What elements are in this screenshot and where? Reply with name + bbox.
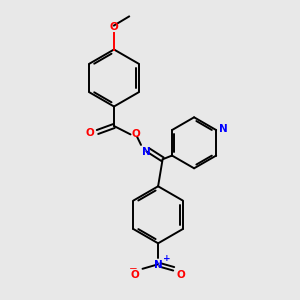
Text: N: N (219, 124, 228, 134)
Text: N: N (142, 147, 151, 157)
Text: N: N (154, 260, 163, 270)
Text: −: − (128, 264, 137, 274)
Text: O: O (132, 129, 141, 140)
Text: O: O (131, 270, 140, 280)
Text: O: O (85, 128, 94, 139)
Text: O: O (176, 270, 185, 280)
Text: +: + (163, 254, 170, 263)
Text: O: O (110, 22, 118, 32)
